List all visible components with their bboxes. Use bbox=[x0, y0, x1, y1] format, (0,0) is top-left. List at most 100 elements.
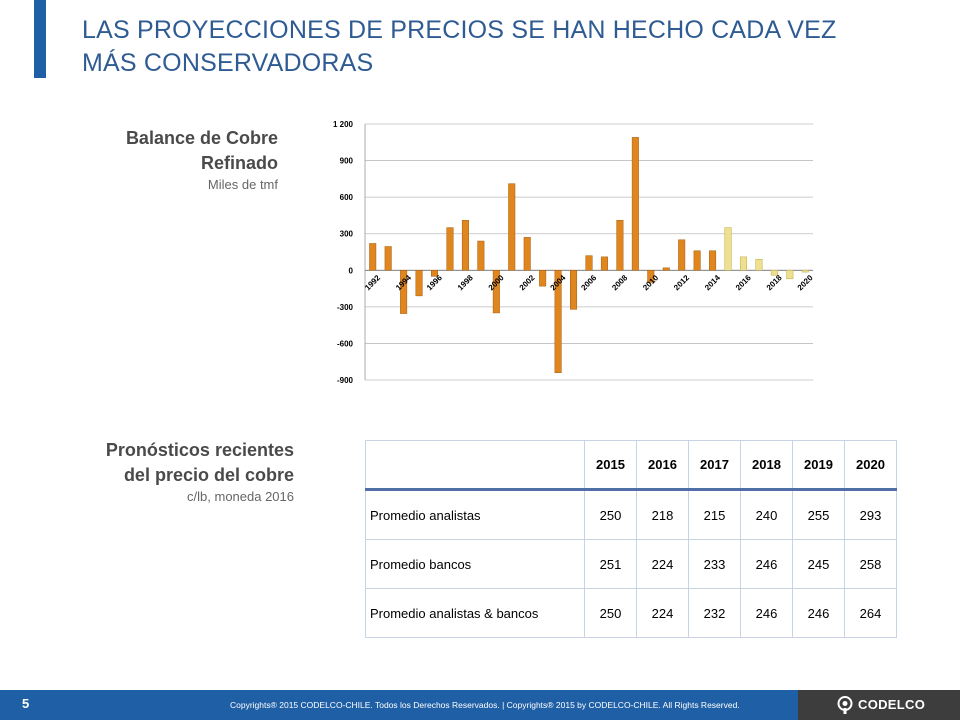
x-tick-label: 2008 bbox=[610, 273, 629, 292]
forecast-title-line1: Pronósticos recientes bbox=[105, 440, 294, 460]
forecast-title-line2: del precio del cobre bbox=[123, 465, 294, 485]
y-tick-label: 600 bbox=[340, 193, 354, 202]
table-header-row: 2015 2016 2017 2018 2019 2020 bbox=[365, 440, 897, 491]
bar-2004 bbox=[554, 270, 562, 373]
bar-2015 bbox=[724, 227, 732, 271]
table-cell: 232 bbox=[688, 588, 741, 638]
bar-2010 bbox=[647, 270, 655, 283]
table-cell: 224 bbox=[636, 588, 689, 638]
table-cell: 224 bbox=[636, 539, 689, 589]
bar-1993 bbox=[384, 246, 392, 271]
page-title-line2: MÁS CONSERVADORAS bbox=[82, 49, 374, 77]
forecast-section-label: Pronósticos recientes del precio del cob… bbox=[40, 438, 294, 506]
y-tick-label: -900 bbox=[337, 376, 354, 385]
x-tick-label: 2020 bbox=[796, 273, 815, 292]
bar-1994 bbox=[400, 270, 408, 314]
bar-2012 bbox=[678, 239, 686, 271]
table-cell: 255 bbox=[792, 489, 845, 540]
y-tick-label: 300 bbox=[340, 230, 354, 239]
x-tick-label: 2012 bbox=[672, 273, 691, 292]
codelco-logo: CODELCO bbox=[798, 690, 960, 720]
table-cell: 218 bbox=[636, 489, 689, 540]
page-title-line1: LAS PROYECCIONES DE PRECIOS SE HAN HECHO… bbox=[82, 16, 837, 44]
x-tick-label: 2018 bbox=[765, 273, 784, 292]
copyright-text: Copyrights® 2015 CODELCO-CHILE. Todos lo… bbox=[230, 700, 740, 710]
chart-x-axis: 1992 1994 1996 1998 2000 2002 2004 2006 2008 2010… bbox=[363, 273, 815, 292]
balance-title-line1: Balance de Cobre bbox=[125, 128, 278, 148]
bar-2016 bbox=[739, 256, 747, 271]
table-cell: 246 bbox=[792, 588, 845, 638]
year-header: 2020 bbox=[844, 440, 897, 491]
bar-2017 bbox=[755, 259, 763, 271]
title-accent-bar bbox=[34, 0, 46, 78]
table-cell: 246 bbox=[740, 588, 793, 638]
bar-2011 bbox=[662, 267, 670, 271]
bar-2008 bbox=[616, 220, 624, 271]
table-cell: 245 bbox=[792, 539, 845, 589]
y-tick-label: 0 bbox=[349, 266, 354, 275]
bar-2005 bbox=[570, 270, 578, 310]
table-row: Promedio analistas & bancos 250 224 232 … bbox=[365, 588, 897, 638]
table-cell: 250 bbox=[584, 489, 637, 540]
row-label: Promedio analistas & bancos bbox=[365, 588, 585, 638]
bar-2001 bbox=[508, 183, 516, 271]
bar-2007 bbox=[600, 256, 608, 271]
bar-2009 bbox=[631, 137, 639, 271]
bar-2003 bbox=[539, 270, 547, 287]
balance-subtitle: Miles de tmf bbox=[207, 177, 278, 192]
table-row: Promedio analistas 250 218 215 240 255 2… bbox=[365, 489, 897, 540]
x-tick-label: 2016 bbox=[734, 273, 753, 292]
x-tick-label: 1998 bbox=[456, 273, 475, 292]
bar-1992 bbox=[369, 243, 377, 271]
table-cell: 293 bbox=[844, 489, 897, 540]
y-tick-label: -600 bbox=[337, 339, 354, 348]
table-cell: 250 bbox=[584, 588, 637, 638]
table-cell: 264 bbox=[844, 588, 897, 638]
bar-2006 bbox=[585, 255, 593, 271]
bar-1998 bbox=[461, 220, 469, 271]
x-tick-label: 1992 bbox=[363, 273, 382, 292]
year-header: 2019 bbox=[792, 440, 845, 491]
chart-gridlines bbox=[364, 123, 813, 381]
table-cell: 246 bbox=[740, 539, 793, 589]
forecast-subtitle: c/lb, moneda 2016 bbox=[187, 489, 294, 504]
balance-title-line2: Refinado bbox=[200, 153, 278, 173]
price-forecast-table: 2015 2016 2017 2018 2019 2020 Promedio a… bbox=[365, 440, 897, 638]
codelco-logo-icon bbox=[837, 696, 853, 714]
bar-1997 bbox=[446, 227, 454, 271]
table-row: Promedio bancos 251 224 233 246 245 258 bbox=[365, 539, 897, 589]
year-header: 2016 bbox=[636, 440, 689, 491]
bar-2014 bbox=[709, 250, 717, 271]
year-header: 2017 bbox=[688, 440, 741, 491]
table-cell: 240 bbox=[740, 489, 793, 540]
x-tick-label: 1996 bbox=[425, 273, 444, 292]
year-header: 2018 bbox=[740, 440, 793, 491]
x-tick-label: 2006 bbox=[579, 273, 598, 292]
y-tick-label: 1 200 bbox=[333, 120, 354, 129]
bar-2013 bbox=[693, 250, 701, 271]
x-tick-label: 2014 bbox=[703, 273, 722, 292]
table-cell: 233 bbox=[688, 539, 741, 589]
page-number: 5 bbox=[22, 696, 30, 711]
table-cell: 251 bbox=[584, 539, 637, 589]
chart-bars bbox=[369, 137, 809, 373]
chart-y-axis: -900 -600 -300 0 300 600 900 1 200 bbox=[333, 120, 354, 385]
bar-2000 bbox=[492, 270, 500, 314]
bar-2002 bbox=[523, 237, 531, 271]
page-title: LAS PROYECCIONES DE PRECIOS SE HAN HECHO… bbox=[82, 14, 902, 80]
bar-2018 bbox=[770, 270, 778, 276]
footer-bar: 5 Copyrights® 2015 CODELCO-CHILE. Todos … bbox=[0, 690, 960, 720]
y-tick-label: -300 bbox=[337, 303, 354, 312]
y-tick-label: 900 bbox=[340, 157, 354, 166]
year-header: 2015 bbox=[584, 440, 637, 491]
bar-2019 bbox=[786, 270, 794, 280]
balance-section-label: Balance de Cobre Refinado Miles de tmf bbox=[60, 126, 278, 194]
table-corner-cell bbox=[365, 440, 585, 491]
bar-1995 bbox=[415, 270, 423, 297]
x-tick-label: 2002 bbox=[518, 273, 537, 292]
row-label: Promedio bancos bbox=[365, 539, 585, 589]
table-cell: 258 bbox=[844, 539, 897, 589]
bar-2020 bbox=[801, 270, 809, 273]
table-cell: 215 bbox=[688, 489, 741, 540]
